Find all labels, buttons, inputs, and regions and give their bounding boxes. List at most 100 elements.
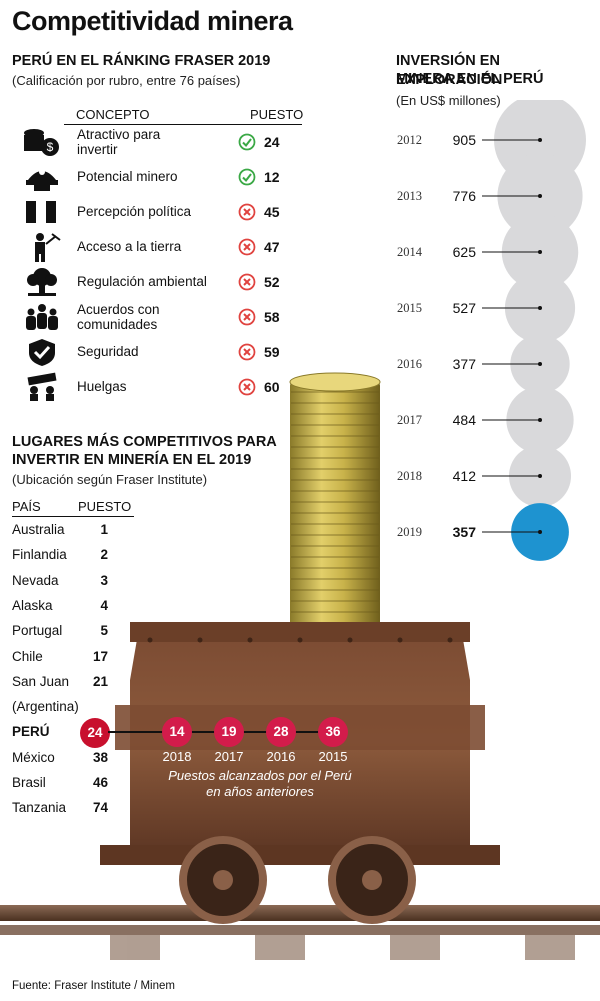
history-badge: 28 [266, 717, 296, 747]
miner-pickaxe-icon [22, 232, 62, 262]
value-label: 905 [453, 132, 477, 148]
bubble-center [538, 418, 542, 422]
peru-position-badge: 24 [80, 718, 110, 749]
country-position: 1 [100, 522, 108, 537]
ranking-row: Acuerdos con comunidades 58 [22, 302, 292, 332]
year-label: 2017 [397, 413, 422, 427]
country-position: 74 [92, 800, 108, 816]
country-position: 21 [92, 673, 108, 689]
country-position: 4 [100, 597, 108, 613]
ranking-position: 60 [264, 379, 280, 395]
history-position: 36 [325, 724, 341, 739]
cart-wheels [179, 836, 416, 924]
value-label: 527 [453, 300, 477, 316]
places-heading-line2: INVERTIR EN MINERÍA EN EL 2019 [12, 452, 252, 468]
country-name: México [12, 749, 55, 765]
ranking-position: 52 [264, 274, 280, 290]
value-label: 776 [453, 188, 477, 204]
country-name: San Juan [12, 673, 70, 689]
ranking-label: Acuerdos con comunidades [77, 302, 160, 332]
ranking-row: Acceso a la tierra 47 [22, 232, 292, 262]
country-name: Australia [12, 522, 65, 537]
history-badge: 14 [162, 717, 192, 747]
year-label: 2019 [397, 525, 422, 539]
ranking-position: 24 [264, 134, 280, 150]
community-icon [22, 302, 62, 332]
ranking-row: Percepción política 45 [22, 197, 292, 227]
history-caption-line2: en años anteriores [206, 784, 314, 799]
year-label: 2014 [397, 245, 423, 259]
ranking-position: 47 [264, 239, 280, 255]
year-label: 2012 [397, 133, 422, 147]
money-stack-icon: $ [22, 127, 62, 157]
investment-heading-line1: INVERSIÓN EN EXPLORACIÓN [396, 53, 503, 88]
check-icon [238, 168, 256, 186]
history-year: 2018 [162, 749, 192, 764]
ranking-header-rule [64, 124, 302, 125]
col-position: PUESTO [250, 107, 304, 122]
country-name: Portugal [12, 623, 63, 639]
ranking-position: 58 [264, 309, 280, 325]
ranking-row: Regulación ambiental 52 [22, 267, 292, 297]
ranking-heading: PERÚ EN EL RÁNKING FRASER 2019 [12, 53, 271, 69]
value-label: 412 [453, 468, 477, 484]
value-label: 484 [453, 412, 477, 428]
peru-flag-icon [22, 197, 62, 227]
footer-source: Fuente: Fraser Institute / Minem [12, 980, 175, 992]
history-year: 2016 [266, 749, 296, 764]
history-badge: 36 [318, 717, 348, 747]
investment-subtitle: (En US$ millones) [396, 93, 501, 108]
places-subtitle: (Ubicación según Fraser Institute) [12, 472, 208, 487]
value-label: 377 [453, 356, 477, 372]
country-name: (Argentina) [12, 699, 79, 715]
investment-bubble-chart: 2012 905 2013 776 2014 625 2015 527 2016 377 2017 4… [397, 100, 586, 561]
tree-icon [22, 267, 62, 297]
bubble-center [538, 362, 542, 366]
ranking-label: Regulación ambiental [77, 274, 207, 289]
history-badge: 19 [214, 717, 244, 747]
history-position: 19 [221, 724, 237, 739]
country-position: 17 [92, 648, 108, 664]
year-label: 2016 [397, 357, 422, 371]
country-position: 5 [100, 623, 108, 639]
investment-heading-line2: MINERA EN EL PERÚ [396, 71, 544, 87]
ranking-row: Potencial minero 12 [22, 162, 292, 192]
ranking-label: Potencial minero [77, 169, 178, 184]
col-country-position: PUESTO [78, 499, 132, 514]
country-position: 46 [92, 775, 108, 790]
country-name: Brasil [12, 775, 46, 790]
miner-helmet-icon [22, 162, 62, 192]
cross-icon [238, 343, 256, 361]
country-position: 24 [87, 725, 103, 741]
page-title: Competitividad minera [12, 6, 293, 36]
col-country: PAÍS [12, 499, 41, 514]
country-name: Alaska [12, 597, 53, 613]
ranking-position: 45 [264, 204, 280, 220]
country-name: Chile [12, 648, 43, 664]
ranking-label: Atractivo para invertir [77, 127, 161, 157]
ranking-position: 59 [264, 344, 280, 360]
ranking-label: Percepción política [77, 204, 192, 219]
bubble-center [538, 250, 542, 254]
coin-stack [289, 372, 381, 630]
history-caption-line1: Puestos alcanzados por el Perú [168, 768, 352, 783]
country-position: 38 [92, 749, 108, 765]
value-label: 625 [453, 244, 477, 260]
country-position: 2 [100, 547, 108, 563]
shield-check-icon [22, 337, 62, 367]
cross-icon [238, 378, 256, 396]
year-label: 2018 [397, 469, 422, 483]
history-position: 14 [169, 724, 185, 739]
bubble-center [538, 194, 542, 198]
country-name: PERÚ [12, 724, 50, 740]
country-name: Finlandia [12, 547, 67, 563]
places-header-rule [12, 516, 134, 517]
svg-text:$: $ [47, 140, 54, 154]
ranking-row: Huelgas 60 [22, 372, 292, 402]
bubble-center [538, 530, 542, 534]
history-year: 2017 [214, 749, 244, 764]
ranking-label: Seguridad [77, 344, 139, 359]
cross-icon [238, 308, 256, 326]
country-position: 3 [100, 572, 108, 588]
bubble-center [538, 138, 542, 142]
